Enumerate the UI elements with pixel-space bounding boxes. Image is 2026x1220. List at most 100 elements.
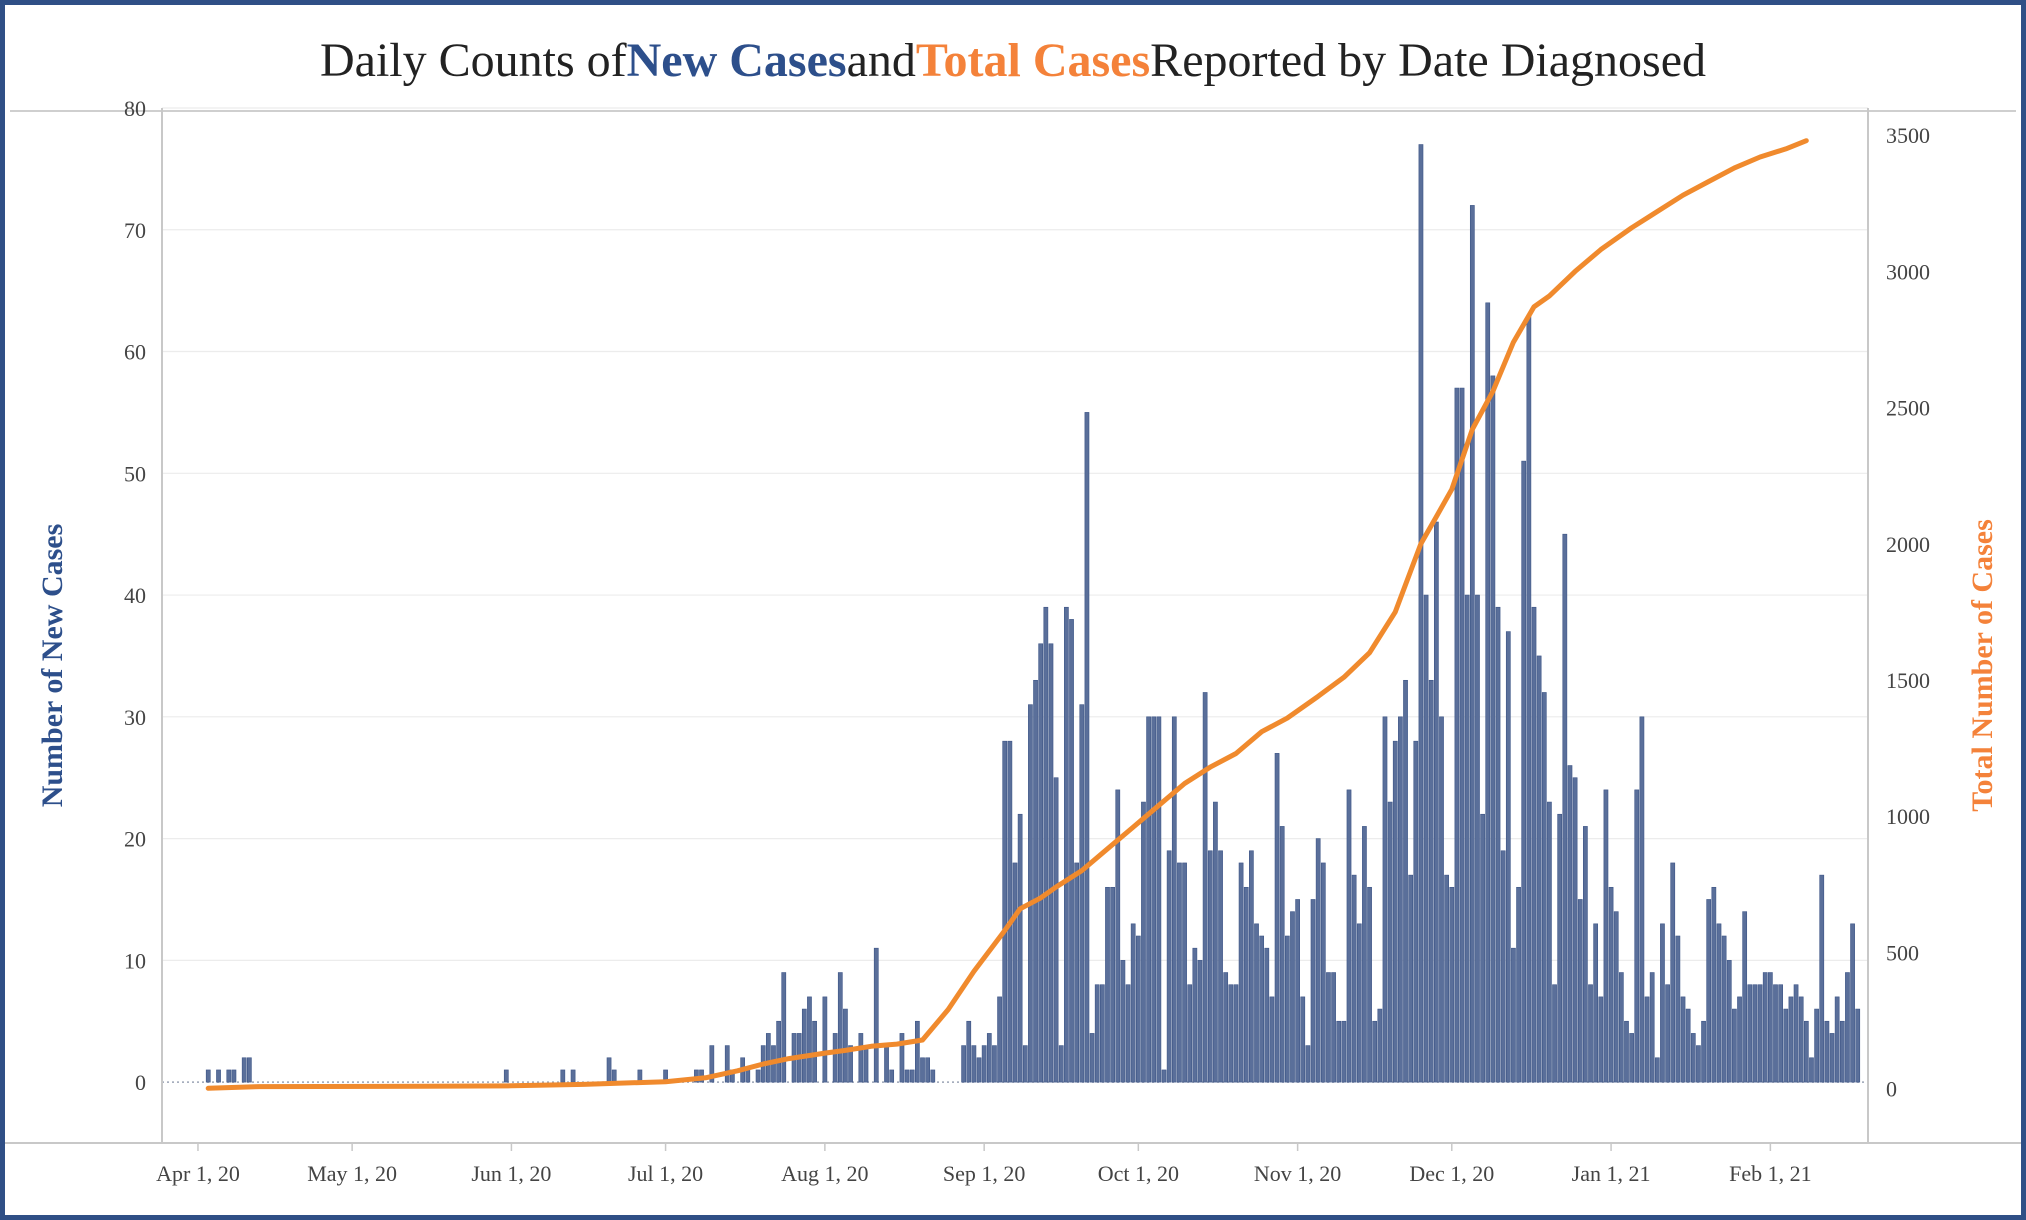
new-cases-bar — [1768, 972, 1773, 1083]
new-cases-bar — [1557, 813, 1563, 1083]
new-cases-bar — [1752, 984, 1758, 1083]
new-cases-bar — [1434, 521, 1439, 1083]
new-cases-bar — [1624, 1020, 1629, 1083]
new-cases-bar — [1706, 899, 1712, 1083]
new-cases-bar — [1428, 679, 1434, 1083]
new-cases-bar — [1351, 874, 1357, 1083]
new-cases-bar — [1207, 850, 1213, 1083]
new-cases-bar — [1017, 813, 1023, 1083]
new-cases-bar — [1284, 935, 1290, 1083]
new-cases-bar — [1423, 594, 1429, 1083]
new-cases-bar — [1829, 1033, 1835, 1083]
new-cases-bar — [1202, 692, 1208, 1083]
new-cases-bar — [1392, 740, 1398, 1083]
new-cases-bar — [1089, 1033, 1095, 1083]
y-tick-label: 70 — [124, 218, 146, 243]
new-cases-bar — [899, 1033, 905, 1083]
new-cases-bar — [1480, 813, 1485, 1083]
new-cases-bar — [1310, 899, 1316, 1083]
new-cases-bar — [1834, 996, 1840, 1083]
new-cases-bar — [1125, 984, 1131, 1083]
new-cases-bar — [1629, 1033, 1634, 1083]
new-cases-bar — [1531, 606, 1537, 1083]
new-cases-bar — [1007, 740, 1013, 1083]
new-cases-bar — [1660, 923, 1665, 1083]
new-cases-bar — [1696, 1045, 1701, 1083]
y2-tick-label: 2500 — [1886, 396, 1930, 421]
new-cases-bar — [822, 996, 828, 1083]
new-cases-bar — [1567, 765, 1573, 1083]
new-cases-bar — [1382, 716, 1388, 1083]
new-cases-bar — [560, 1069, 566, 1083]
total-cases-line — [205, 138, 1809, 1091]
new-cases-bar — [776, 1020, 781, 1083]
new-cases-bar — [1521, 460, 1527, 1083]
y-tick-label: 10 — [124, 948, 146, 973]
x-tick-label: Jul 1, 20 — [628, 1161, 703, 1186]
new-cases-bar — [1130, 923, 1136, 1083]
new-cases-bar — [241, 1057, 247, 1083]
y2-tick-label: 1500 — [1886, 668, 1930, 693]
new-cases-bar — [1649, 972, 1655, 1083]
new-cases-bar — [1850, 923, 1855, 1083]
new-cases-bar — [1264, 947, 1270, 1083]
new-cases-bar — [1064, 606, 1069, 1083]
new-cases-bar — [1783, 1008, 1789, 1083]
x-tick-label: Dec 1, 20 — [1409, 1161, 1494, 1186]
x-tick-label: Jan 1, 21 — [1572, 1161, 1651, 1186]
new-cases-bar — [1773, 984, 1778, 1083]
new-cases-bar — [1444, 874, 1449, 1083]
new-cases-bar — [1043, 606, 1049, 1083]
new-cases-bar — [1105, 886, 1110, 1083]
new-cases-bar — [1315, 838, 1321, 1083]
new-cases-bar — [1670, 862, 1676, 1083]
total-cases-line-path — [205, 138, 1809, 1091]
chart-title: Daily Counts of New Cases and Total Case… — [10, 10, 2016, 112]
new-cases-bar — [1500, 850, 1506, 1083]
new-cases-bar — [765, 1033, 771, 1083]
new-cases-bar — [1598, 996, 1604, 1083]
title-suffix: Reported by Date Diagnosed — [1150, 33, 1707, 87]
y-tick-label: 30 — [124, 705, 146, 730]
new-cases-bar — [1243, 886, 1249, 1083]
new-cases-bar — [1002, 740, 1008, 1083]
new-cases-bar — [1290, 911, 1295, 1083]
new-cases-bar — [1485, 302, 1491, 1083]
new-cases-bar — [216, 1069, 221, 1083]
new-cases-bar — [992, 1045, 997, 1083]
new-cases-bar — [1634, 789, 1640, 1083]
new-cases-bar — [1762, 972, 1768, 1083]
new-cases-bar — [1218, 850, 1223, 1083]
new-cases-bar — [1547, 801, 1552, 1083]
new-cases-bar — [843, 1008, 848, 1083]
new-cases-bar — [1151, 716, 1157, 1083]
y-axis-title-right: Total Number of Cases — [1966, 519, 1999, 812]
new-cases-bar — [1053, 777, 1059, 1083]
new-cases-bar — [1177, 862, 1182, 1083]
new-cases-bar — [1233, 984, 1239, 1083]
new-cases-bar — [1192, 947, 1198, 1083]
new-cases-bar — [1115, 789, 1121, 1083]
new-cases-bar — [1809, 1057, 1814, 1083]
new-cases-bar — [1094, 984, 1100, 1083]
new-cases-bar — [801, 1008, 807, 1083]
new-cases-bar — [205, 1069, 211, 1083]
new-cases-bar — [1721, 935, 1727, 1083]
new-cases-bars — [205, 144, 1861, 1083]
new-cases-bar — [1223, 972, 1229, 1083]
x-tick-label: May 1, 20 — [307, 1161, 397, 1186]
new-cases-bar — [1135, 935, 1141, 1083]
y-tick-label: 20 — [124, 827, 146, 852]
x-tick-label: Aug 1, 20 — [781, 1161, 868, 1186]
new-cases-bar — [1665, 984, 1670, 1083]
new-cases-bar — [1028, 704, 1033, 1083]
new-cases-bar — [812, 1020, 817, 1083]
new-cases-bar — [1022, 1045, 1028, 1083]
y2-tick-label: 0 — [1886, 1077, 1897, 1102]
new-cases-bar — [1511, 947, 1516, 1083]
new-cases-bar — [1197, 960, 1203, 1083]
new-cases-bar — [1588, 984, 1593, 1083]
new-cases-bar — [1320, 862, 1326, 1083]
new-cases-bar — [1737, 996, 1742, 1083]
new-cases-bar — [837, 972, 843, 1083]
